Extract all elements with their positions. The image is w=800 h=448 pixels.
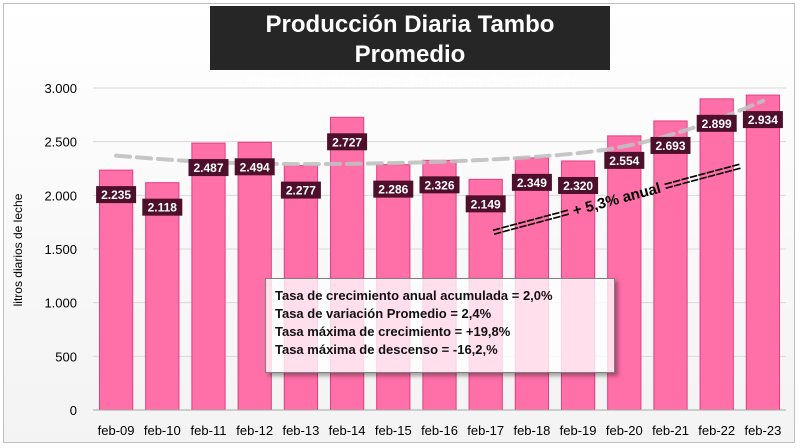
bar bbox=[145, 182, 180, 411]
data-label-bg bbox=[280, 181, 321, 199]
y-tick-label: 2.000 bbox=[44, 188, 77, 203]
data-label-bg bbox=[604, 151, 645, 169]
stat-line: Tasa máxima de crecimiento = +19,8% bbox=[275, 324, 511, 339]
chart-subtitle: - últimos 15 años: mes de febrero de cad… bbox=[229, 72, 591, 91]
data-label-bg bbox=[419, 176, 460, 194]
stats-box: Tasa de crecimiento anual acumulada = 2,… bbox=[265, 278, 615, 373]
x-tick-label: feb-14 bbox=[329, 423, 366, 438]
x-tick-label: feb-21 bbox=[652, 423, 689, 438]
data-label-bg bbox=[327, 133, 368, 151]
y-tick-label: 3.000 bbox=[44, 81, 77, 96]
data-label-bg bbox=[558, 176, 599, 194]
stat-line: Tasa máxima de descenso = -16,2,% bbox=[275, 342, 498, 357]
chart-title: Producción Diaria Tambo Promedio bbox=[265, 11, 555, 68]
x-tick-label: feb-18 bbox=[513, 423, 550, 438]
data-label: 2.934 bbox=[748, 113, 778, 127]
data-label-bg bbox=[742, 111, 783, 129]
data-label: 2.235 bbox=[101, 188, 131, 202]
data-label-bg bbox=[511, 173, 552, 191]
stat-line: Tasa de variación Promedio = 2,4% bbox=[275, 306, 492, 321]
bar bbox=[699, 98, 734, 411]
bar bbox=[653, 120, 688, 411]
data-label: 2.118 bbox=[148, 201, 178, 215]
data-label-bg bbox=[465, 195, 506, 213]
bar bbox=[745, 94, 781, 411]
x-tick-label: feb-17 bbox=[467, 423, 504, 438]
y-tick-label: 1.500 bbox=[44, 242, 77, 257]
y-axis-label: litros diarios de leche bbox=[11, 193, 25, 306]
x-tick-label: feb-19 bbox=[560, 423, 597, 438]
data-label: 2.487 bbox=[193, 161, 223, 175]
data-label: 2.727 bbox=[332, 135, 362, 149]
data-label-bg bbox=[650, 136, 691, 154]
x-tick-label: feb-20 bbox=[606, 423, 643, 438]
data-label: 2.326 bbox=[424, 178, 454, 192]
x-tick-label: feb-09 bbox=[98, 423, 135, 438]
data-label-bg bbox=[96, 186, 137, 204]
data-label-bg bbox=[696, 114, 737, 132]
bar bbox=[191, 142, 226, 411]
x-tick-label: feb-11 bbox=[191, 423, 227, 438]
x-tick-label: feb-10 bbox=[144, 423, 181, 438]
y-tick-label: 0 bbox=[70, 403, 77, 418]
y-tick-label: 500 bbox=[55, 349, 77, 364]
y-tick-label: 1.000 bbox=[44, 296, 77, 311]
data-label-bg bbox=[373, 180, 414, 198]
data-label-bg bbox=[142, 198, 183, 216]
data-label: 2.149 bbox=[471, 197, 501, 211]
title-box: Producción Diaria Tambo Promedio - últim… bbox=[210, 6, 610, 91]
x-tick-label: feb-22 bbox=[698, 423, 735, 438]
stat-line: Tasa de crecimiento anual acumulada = 2,… bbox=[275, 288, 553, 303]
x-tick-label: feb-23 bbox=[744, 423, 781, 438]
data-label-bg bbox=[234, 158, 275, 176]
x-tick-label: feb-16 bbox=[421, 423, 458, 438]
data-label: 2.349 bbox=[517, 176, 547, 190]
x-tick-label: feb-12 bbox=[236, 423, 273, 438]
data-label-bg bbox=[188, 159, 229, 177]
data-label: 2.494 bbox=[240, 160, 270, 174]
data-label: 2.277 bbox=[286, 184, 316, 198]
x-tick-label: feb-13 bbox=[282, 423, 319, 438]
data-label: 2.320 bbox=[563, 179, 593, 193]
x-tick-label: feb-15 bbox=[375, 423, 412, 438]
bar bbox=[98, 169, 134, 411]
data-label: 2.286 bbox=[378, 183, 408, 197]
data-label: 2.899 bbox=[702, 117, 732, 131]
y-tick-label: 2.500 bbox=[44, 135, 77, 150]
data-label: 2.554 bbox=[609, 154, 639, 168]
data-label: 2.693 bbox=[655, 139, 685, 153]
